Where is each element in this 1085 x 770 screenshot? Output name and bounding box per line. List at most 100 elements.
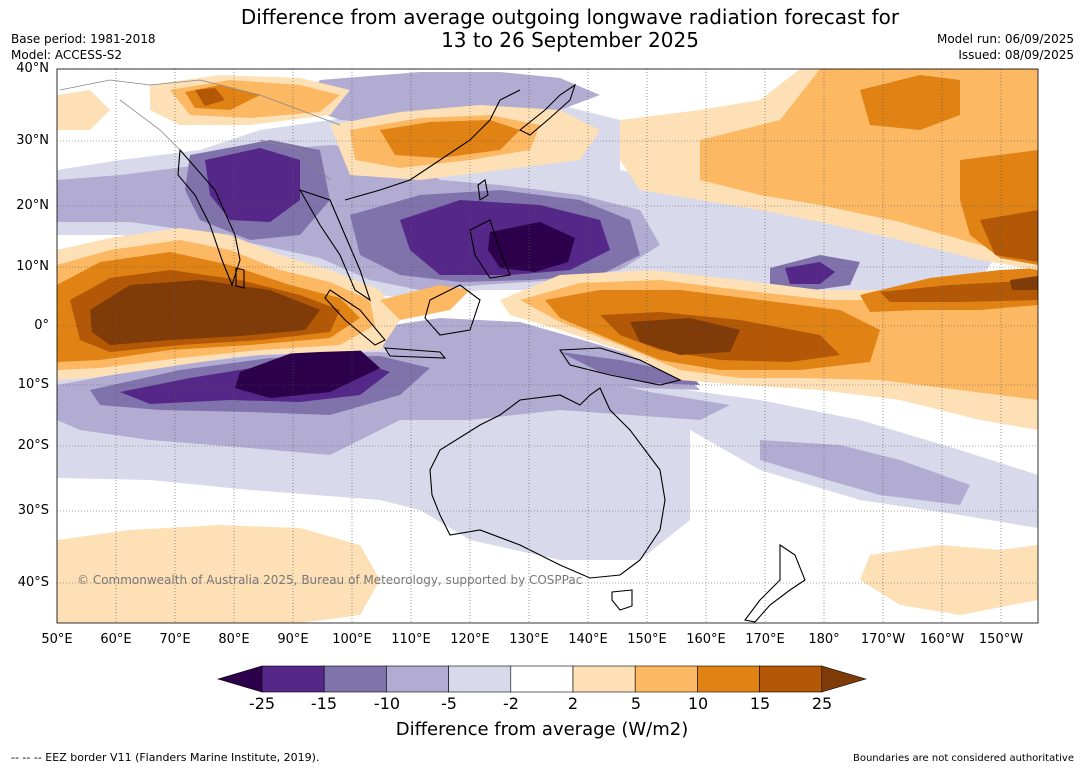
japan-coast [518, 83, 577, 136]
anomaly-field [57, 69, 1038, 623]
colorbar-extend-high [821, 665, 867, 693]
java-coast [383, 347, 447, 359]
pos-anomaly-tasman [860, 545, 1038, 615]
neg-anomaly-north-4 [205, 148, 300, 222]
lon-label: 60°E [100, 632, 132, 647]
lat-label: 20°S [17, 438, 49, 453]
title-line-2: 13 to 26 September 2025 [441, 28, 699, 52]
indochina-coast [298, 189, 372, 302]
colorbar-segment [448, 665, 512, 693]
model-name: Model: ACCESS-S2 [11, 48, 123, 62]
base-period: Base period: 1981-2018 [11, 32, 156, 46]
colorbar-tick: -10 [373, 694, 401, 713]
colorbar [216, 665, 867, 693]
model-run: Model run: 06/09/2025 [936, 32, 1074, 46]
colorbar-tick: -5 [441, 694, 457, 713]
colorbar-segment [634, 665, 698, 693]
philippines-coast [469, 219, 511, 279]
new-guinea-coast [559, 347, 682, 386]
pos-anomaly-china-3 [380, 120, 520, 158]
colorbar-tick: 2 [567, 694, 579, 713]
new-zealand-coast [744, 543, 806, 623]
lon-label: 130°E [509, 632, 549, 647]
lon-label: 110°E [391, 632, 431, 647]
title-line-1: Difference from average outgoing longwav… [240, 5, 900, 29]
colorbar-segment [510, 665, 574, 693]
lon-label: 120°E [450, 632, 490, 647]
neg-anomaly-pacific-10n-2 [785, 262, 835, 284]
colorbar-segment [261, 665, 325, 693]
pos-anomaly-pacific-5 [630, 318, 740, 355]
colorbar-tick: 15 [749, 694, 771, 713]
neg-anomaly-philippines-3 [488, 222, 575, 272]
country-borders [59, 79, 341, 181]
colorbar-segment [759, 665, 823, 693]
eez-border-note: -- -- -- EEZ border V11 (Flanders Marine… [11, 751, 320, 764]
colorbar-title: Difference from average (W/m2) [395, 719, 689, 740]
colorbar-tick: -25 [248, 694, 276, 713]
colorbar-tick: 25 [811, 694, 833, 713]
australia-coast [429, 387, 666, 579]
neg-anomaly-maritime-2 [560, 352, 700, 385]
colorbar-segment [572, 665, 636, 693]
pos-anomaly-tibet-4 [195, 88, 225, 106]
meta-left: Base period: 1981-2018 Model: ACCESS-S2 [11, 31, 156, 63]
lon-label: 80°E [218, 632, 250, 647]
neg-anomaly-south-east [760, 440, 970, 505]
lon-label: 90°E [277, 632, 309, 647]
colorbar-tick: 10 [687, 694, 709, 713]
border-3 [259, 139, 331, 181]
lon-label: 50°E [41, 632, 73, 647]
india-coast [177, 148, 241, 287]
pos-anomaly-indian-5 [90, 280, 320, 345]
colorbar-segment [697, 665, 760, 693]
pos-anomaly-pacific-east-3 [1010, 276, 1038, 290]
lon-label: 70°E [159, 632, 191, 647]
map-frame [56, 68, 1039, 624]
china-coast [344, 89, 521, 201]
colorbar-tick: -2 [503, 694, 519, 713]
pos-anomaly-java [380, 285, 470, 320]
pos-anomaly-west-asia [57, 90, 110, 130]
boundary-disclaimer: Boundaries are not considered authoritat… [852, 753, 1074, 764]
neg-anomaly-south-indian-5 [235, 350, 380, 398]
meta-right: Model run: 06/09/2025 Issued: 08/09/2025 [937, 31, 1074, 63]
colorbar-segment [323, 665, 387, 693]
lat-label: 30°S [17, 503, 49, 518]
lat-label: 40°N [16, 61, 49, 76]
colorbar-segment [386, 665, 449, 693]
pos-anomaly-pacific-east-2 [880, 280, 1038, 302]
coastlines [177, 83, 806, 623]
sumatra-coast [324, 289, 386, 346]
lat-label: 30°N [16, 133, 49, 148]
pos-anomaly-south-indian [57, 525, 380, 623]
lat-label: 0° [34, 318, 49, 333]
lon-label: 160°W [919, 632, 965, 647]
border-2 [119, 99, 181, 151]
lon-label: 170°E [745, 632, 785, 647]
sri-lanka-coast [235, 267, 245, 289]
pos-anomaly-ne-pacific-3 [860, 75, 960, 130]
lon-label: 150°E [627, 632, 667, 647]
copyright-notice: © Commonwealth of Australia 2025, Bureau… [77, 573, 583, 587]
colorbar-tick: -15 [310, 694, 338, 713]
lon-label: 100°E [332, 632, 372, 647]
lon-label: 140°E [568, 632, 608, 647]
colorbar-tick: 5 [630, 694, 642, 713]
lat-label: 20°N [16, 198, 49, 213]
colorbar-extend-low [216, 665, 263, 693]
lon-label: 150°W [978, 632, 1024, 647]
map-title: Difference from average outgoing longwav… [0, 6, 1085, 52]
lon-label: 170°W [860, 632, 906, 647]
border-1 [59, 79, 341, 126]
pos-anomaly-ne-pacific-5 [980, 210, 1038, 262]
lon-label: 160°E [686, 632, 726, 647]
lon-label: 180° [808, 632, 840, 647]
issued-date: Issued: 08/09/2025 [958, 48, 1074, 62]
taiwan-coast [477, 179, 489, 201]
lat-label: 10°N [16, 259, 49, 274]
tasmania-coast [611, 589, 633, 611]
lat-label: 10°S [17, 377, 49, 392]
lat-label: 40°S [17, 575, 49, 590]
